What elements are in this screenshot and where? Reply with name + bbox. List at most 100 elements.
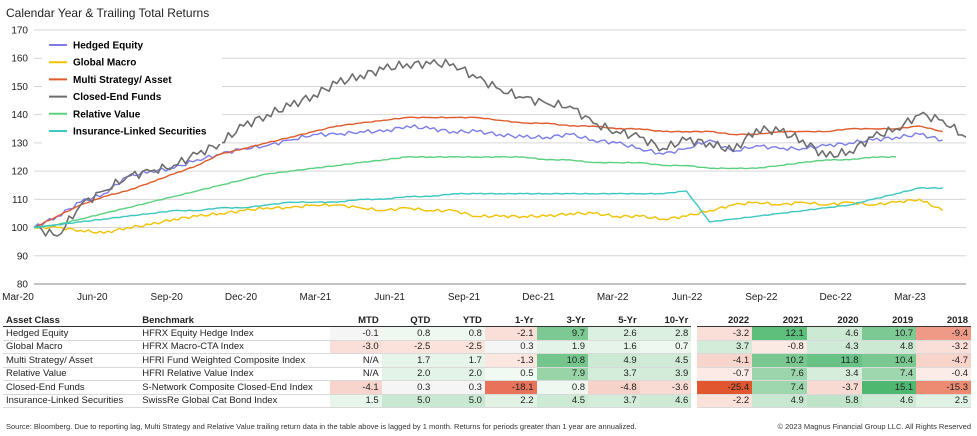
- benchmark-cell: S-Network Composite Closed-End Index: [139, 380, 331, 395]
- return-cell: 3.4: [806, 367, 862, 381]
- asset-class-cell: Hedged Equity: [3, 326, 140, 341]
- return-cell: 1.5: [330, 394, 382, 408]
- return-cell: 5.0: [433, 394, 485, 408]
- return-cell: -0.7: [697, 367, 753, 381]
- column-header: 2020: [806, 314, 862, 327]
- return-cell: 2.0: [381, 367, 434, 381]
- series-line-global-macro: [33, 198, 944, 234]
- return-cell: 2.8: [639, 326, 692, 341]
- return-cell: 4.9: [588, 353, 640, 368]
- return-cell: 7.4: [752, 380, 807, 395]
- x-tick-label: Dec-21: [522, 292, 555, 303]
- return-cell: -4.1: [330, 380, 382, 395]
- return-cell: 1.6: [588, 340, 640, 354]
- return-cell: 11.8: [806, 353, 862, 368]
- legend-background: [42, 34, 222, 144]
- source-note: Source: Bloomberg. Due to reporting lag,…: [6, 422, 637, 431]
- x-tick-label: Mar-22: [597, 292, 629, 303]
- table-row: Relative Value HFRI Relative Value Index N…: [3, 367, 971, 381]
- return-cell: -3.2: [697, 326, 753, 341]
- benchmark-cell: HFRX Equity Hedge Index: [139, 326, 331, 341]
- return-cell: -2.5: [433, 340, 485, 354]
- column-gap: [691, 394, 698, 408]
- legend-item-label: Hedged Equity: [73, 41, 143, 52]
- return-cell: -3.2: [916, 340, 971, 354]
- return-cell: 12.1: [752, 326, 807, 341]
- y-tick-label: 80: [17, 280, 29, 291]
- y-tick-label: 110: [12, 195, 28, 206]
- return-cell: 1.7: [433, 353, 485, 368]
- column-header: 2019: [861, 314, 917, 327]
- return-cell: -4.1: [697, 353, 753, 368]
- table-row: Global Macro HFRX Macro-CTA Index -3.0 -2.5…: [3, 340, 971, 354]
- column-header: YTD: [433, 314, 485, 327]
- return-cell: 2.5: [916, 394, 971, 408]
- return-cell: 1.7: [381, 353, 434, 368]
- column-header: Benchmark: [139, 314, 331, 327]
- x-tick-label: Mar-23: [894, 292, 926, 303]
- series-lines: [33, 58, 967, 237]
- x-tick-label: Jun-22: [672, 292, 703, 303]
- column-header: QTD: [381, 314, 434, 327]
- return-cell: 9.7: [536, 326, 589, 341]
- return-cell: 0.3: [433, 380, 485, 395]
- line-chart: 80 90 100 110 120 130 140 150 160 170 Mar-20 Jun-2…: [2, 26, 967, 303]
- x-tick-label: Sep-21: [448, 292, 481, 303]
- benchmark-cell: HFRI Relative Value Index: [139, 367, 331, 381]
- y-tick-label: 90: [17, 251, 29, 262]
- series-line-closed-end-funds: [33, 58, 967, 237]
- legend-item-label: Relative Value: [73, 109, 141, 120]
- return-cell: 15.1: [861, 380, 917, 395]
- return-cell: 0.7: [639, 340, 692, 354]
- legend-item-label: Global Macro: [73, 58, 136, 69]
- table-body: Hedged Equity HFRX Equity Hedge Index -0.1…: [3, 326, 971, 408]
- x-tick-label: Sep-20: [151, 292, 184, 303]
- benchmark-cell: HFRX Macro-CTA Index: [139, 340, 331, 354]
- return-cell: 10.2: [752, 353, 807, 368]
- return-cell: 3.9: [639, 367, 692, 381]
- return-cell: N/A: [330, 353, 382, 368]
- y-tick-label: 100: [11, 223, 28, 234]
- return-cell: 10.7: [861, 326, 917, 341]
- column-gap: [691, 367, 698, 381]
- column-header: 1-Yr: [484, 314, 537, 327]
- column-header: MTD: [330, 314, 382, 327]
- x-tick-label: Dec-20: [225, 292, 258, 303]
- column-header: 5-Yr: [588, 314, 640, 327]
- column-gap: [691, 380, 698, 394]
- asset-class-cell: Insurance-Linked Securities: [3, 394, 140, 408]
- table-row: Closed-End Funds S-Network Composite Clos…: [3, 380, 971, 395]
- return-cell: 7.4: [861, 367, 917, 381]
- asset-class-cell: Relative Value: [3, 367, 140, 381]
- column-gap: [691, 326, 698, 340]
- x-tick-label: Mar-21: [299, 292, 331, 303]
- return-cell: 2.6: [588, 326, 640, 341]
- return-cell: -3.6: [639, 380, 692, 395]
- series-line-insurance-linked-securities: [33, 187, 943, 229]
- return-cell: -4.7: [916, 353, 971, 368]
- return-cell: 4.8: [861, 340, 917, 354]
- return-cell: 5.0: [381, 394, 434, 408]
- return-cell: 10.4: [861, 353, 917, 368]
- x-axis: Mar-20 Jun-20 Sep-20 Dec-20 Mar-21 Jun-21 Sep-…: [2, 292, 926, 303]
- return-cell: 0.8: [381, 326, 434, 341]
- return-cell: 4.6: [639, 394, 692, 408]
- return-cell: 7.6: [752, 367, 807, 381]
- y-tick-label: 170: [11, 26, 28, 37]
- column-gap: [691, 314, 698, 327]
- y-tick-label: 120: [11, 167, 28, 178]
- return-cell: 0.8: [536, 380, 589, 395]
- x-tick-label: Jun-20: [77, 292, 108, 303]
- return-cell: 4.5: [639, 353, 692, 368]
- return-cell: 0.8: [433, 326, 485, 341]
- y-tick-label: 160: [11, 54, 28, 65]
- benchmark-cell: SwissRe Global Cat Bond Index: [139, 394, 331, 408]
- return-cell: 0.3: [484, 340, 537, 354]
- return-cell: -2.1: [484, 326, 537, 341]
- return-cell: -4.8: [588, 380, 640, 395]
- column-header: 2021: [752, 314, 807, 327]
- series-line-hedged-equity: [33, 124, 943, 229]
- x-tick-label: Dec-22: [820, 292, 853, 303]
- return-cell: 3.7: [588, 394, 640, 408]
- table-row: Insurance-Linked Securities SwissRe Globa…: [3, 394, 971, 408]
